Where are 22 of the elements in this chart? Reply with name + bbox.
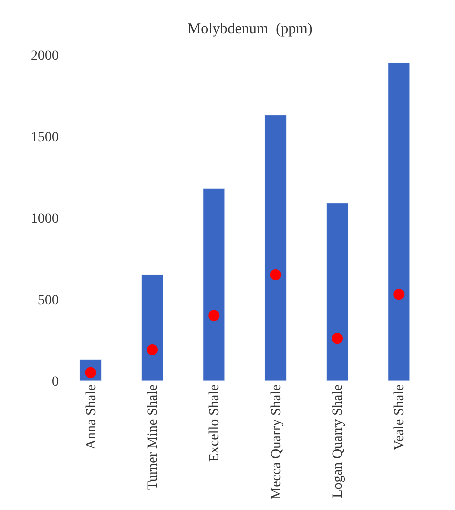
bar	[388, 62, 410, 381]
bar	[203, 188, 226, 381]
chart-title: Molybdenum (ppm)	[188, 21, 313, 38]
y-tick-label: 0	[52, 374, 59, 390]
x-tick-label: Mecca Quarry Shale	[269, 384, 284, 500]
bar	[326, 203, 349, 381]
x-tick-label: Logan Quarry Shale	[331, 384, 346, 498]
bar	[264, 115, 287, 381]
point	[332, 333, 343, 344]
point	[208, 310, 220, 322]
x-tick-label: Anna Shale	[84, 384, 100, 450]
point	[394, 289, 405, 300]
x-tick-label: Excello Shale	[208, 384, 223, 462]
x-tick-label: Veale Shale	[392, 384, 408, 451]
point	[270, 270, 282, 281]
y-tick-label: 1500	[31, 130, 59, 146]
y-tick-label: 1000	[31, 212, 59, 227]
y-tick-label: 2000	[31, 48, 59, 64]
point	[147, 344, 158, 356]
y-tick-label: 500	[38, 293, 59, 308]
bar	[141, 274, 164, 381]
x-tick-label: Turner Mine Shale	[146, 384, 162, 490]
